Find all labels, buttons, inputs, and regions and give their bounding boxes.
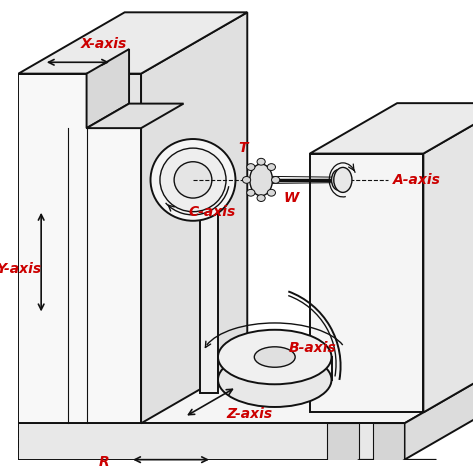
Polygon shape [87,49,129,128]
Text: A-axis: A-axis [393,173,441,187]
Ellipse shape [267,189,275,196]
Polygon shape [373,423,404,474]
Ellipse shape [247,189,255,196]
Ellipse shape [218,330,331,384]
Polygon shape [18,12,247,73]
Polygon shape [141,12,247,423]
Ellipse shape [255,347,295,367]
Ellipse shape [250,164,273,196]
Polygon shape [423,103,474,412]
Ellipse shape [257,195,265,201]
Ellipse shape [334,167,352,192]
Ellipse shape [218,353,331,407]
Text: B-axis: B-axis [288,341,336,355]
Text: C-axis: C-axis [189,205,236,219]
Polygon shape [373,459,437,474]
Ellipse shape [257,158,265,165]
Ellipse shape [267,164,275,171]
Text: R: R [99,455,109,469]
Polygon shape [200,198,218,393]
Ellipse shape [331,170,345,190]
Text: Z-axis: Z-axis [227,407,273,421]
Text: T: T [238,141,248,155]
Polygon shape [87,73,141,128]
Polygon shape [310,154,423,412]
Ellipse shape [174,162,212,198]
Ellipse shape [243,176,251,183]
Polygon shape [327,459,391,474]
Polygon shape [18,423,404,460]
Polygon shape [18,362,474,423]
Ellipse shape [160,148,226,212]
Polygon shape [404,362,474,460]
Text: W: W [284,191,299,205]
Polygon shape [18,73,141,423]
Polygon shape [310,103,474,154]
Text: Y-axis: Y-axis [0,262,41,276]
Polygon shape [0,439,18,453]
Text: X-axis: X-axis [81,37,128,51]
Ellipse shape [272,176,280,183]
Polygon shape [0,429,18,443]
Polygon shape [87,104,183,128]
Polygon shape [0,419,18,433]
Ellipse shape [247,164,255,171]
Ellipse shape [151,139,236,221]
Polygon shape [327,423,359,474]
